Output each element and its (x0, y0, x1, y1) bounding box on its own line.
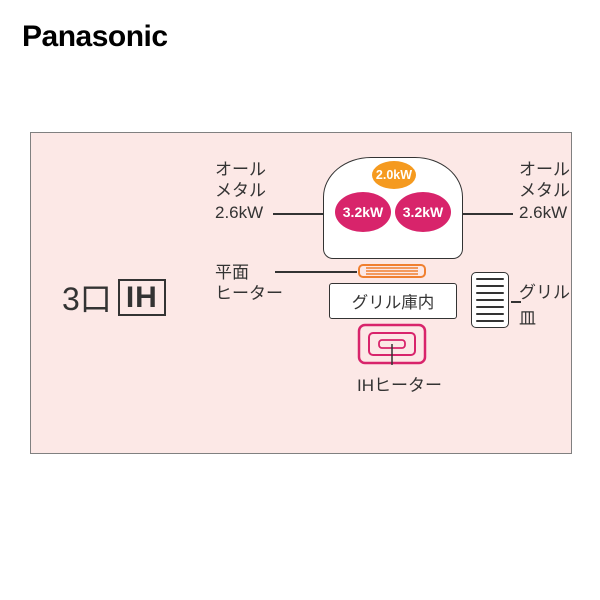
burner-front-right: 3.2kW (395, 192, 451, 232)
callout-all-metal-right: オール メタル 2.6kW (519, 159, 570, 223)
burner-rear: 2.0kW (372, 161, 416, 189)
burner-front-left: 3.2kW (335, 192, 391, 232)
grill-plate-icon (471, 272, 509, 328)
ih-heater-coil-icon (357, 323, 427, 365)
grill-chamber: グリル庫内 (329, 283, 457, 319)
connector-line (511, 301, 521, 303)
brand-logo: Panasonic (22, 20, 168, 54)
burner-count-label: 3口 IH (62, 274, 166, 320)
callout-flat-heater: 平面 ヒーター (215, 262, 283, 305)
ih-badge: IH (118, 279, 166, 316)
cooktop-diagram: オール メタル 2.6kW オール メタル 2.6kW 平面 ヒーター グリル … (215, 145, 570, 445)
callout-ih-heater: IHヒーター (357, 375, 442, 396)
callout-all-metal-left: オール メタル 2.6kW (215, 159, 266, 223)
connector-line (275, 271, 357, 273)
callout-grill-plate: グリル 皿 (519, 280, 570, 331)
count-text: 3口 (62, 274, 112, 320)
flat-heater-icon (358, 264, 426, 278)
